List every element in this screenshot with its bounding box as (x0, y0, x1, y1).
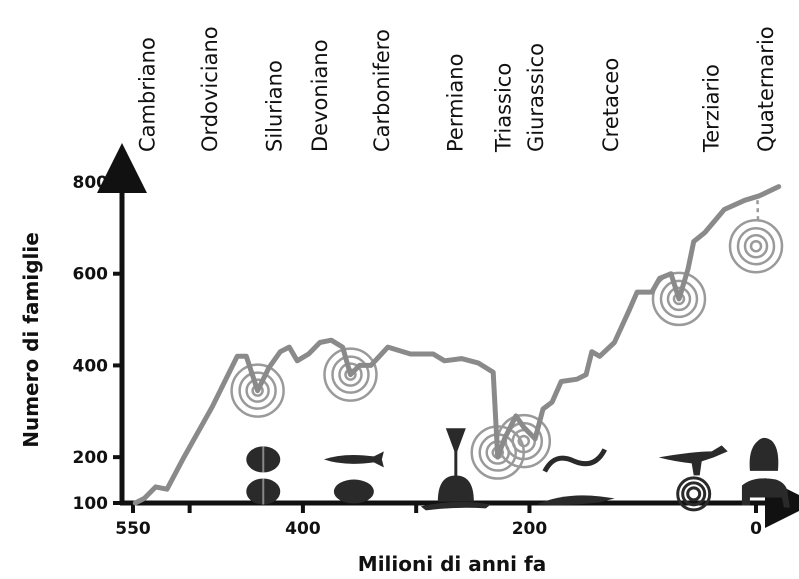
period-label: Cambriano (136, 37, 160, 152)
crinoid-icon (445, 428, 466, 481)
gorilla-body (749, 437, 779, 471)
y-tick-label: 200 (73, 448, 109, 468)
target-ring (666, 286, 692, 312)
target-ring (651, 271, 707, 327)
extinction-target-icon (230, 363, 285, 418)
target-ring (245, 378, 270, 403)
y-tick-label: 800 (73, 173, 109, 193)
fish-body (323, 451, 384, 468)
crocodile-icon (536, 495, 615, 506)
x-axis-title: Milioni di anni fa (358, 552, 546, 576)
series (132, 184, 782, 506)
target-ring (230, 363, 285, 418)
theropod-body (658, 445, 728, 476)
dimetrodon-icon (420, 501, 491, 511)
crocodile-body (536, 495, 615, 506)
period-label: Carbonifero (370, 29, 394, 152)
ticks: 800 600 400 200 100 550 400 200 0 (73, 173, 763, 539)
mammoth-body (741, 478, 790, 508)
ammonite-icon (676, 476, 712, 512)
x-tick-label: 400 (285, 519, 321, 539)
trilobite-icon (246, 446, 281, 473)
trilobite-icon (246, 478, 281, 505)
ammonite-whorl (686, 486, 702, 502)
x-tick-label: 0 (750, 519, 762, 539)
crinoid-crown (445, 428, 466, 456)
target-ring (338, 362, 363, 387)
target-ring (238, 371, 277, 410)
geologic-periods: Cambriano Ordoviciano Siluriano Devoniano Ca… (136, 26, 778, 153)
period-label: Cretaceo (599, 58, 623, 152)
target-ring (749, 239, 763, 253)
plesiosaur-body (542, 448, 607, 473)
period-label: Quaternario (754, 26, 778, 152)
x-tick-label: 550 (115, 519, 151, 539)
theropod-icon (658, 445, 728, 476)
y-tick-label: 100 (73, 494, 109, 514)
sponge-icon (437, 475, 474, 502)
y-tick-label: 600 (73, 265, 109, 285)
fish-icon (323, 451, 384, 468)
sponge-body (437, 475, 474, 502)
ammonite-whorl (676, 476, 712, 512)
target-ring (659, 279, 699, 319)
x-tick-label: 200 (512, 519, 548, 539)
target-ring (323, 347, 378, 402)
mammoth-icon (741, 478, 790, 508)
target-ring (331, 355, 370, 394)
gorilla-icon (749, 437, 779, 471)
y-axis-title: Numero di famiglie (19, 232, 43, 448)
period-label: Permiano (444, 54, 468, 152)
marker-connector (756, 198, 760, 221)
families-series-line (132, 184, 782, 506)
period-label: Devoniano (308, 39, 332, 152)
target-ring (736, 226, 776, 266)
target-ring (728, 218, 784, 274)
extinction-target-icon (651, 271, 707, 327)
organism-icons (246, 428, 790, 512)
period-label: Terziario (700, 64, 724, 153)
dimetrodon-body (420, 501, 491, 511)
extinction-target-icon (728, 218, 784, 274)
period-label: Ordoviciano (198, 26, 222, 152)
target-ring (743, 233, 769, 259)
target-ring (517, 434, 531, 448)
y-tick-label: 400 (73, 356, 109, 376)
plesiosaur-icon (542, 448, 607, 473)
armored-fish-body (333, 479, 374, 504)
period-label: Triassico (491, 63, 515, 153)
period-label: Giurassico (524, 43, 548, 152)
period-label: Siluriano (262, 60, 286, 152)
armored-fish-icon (333, 479, 374, 504)
ammonite-whorl (681, 481, 707, 507)
